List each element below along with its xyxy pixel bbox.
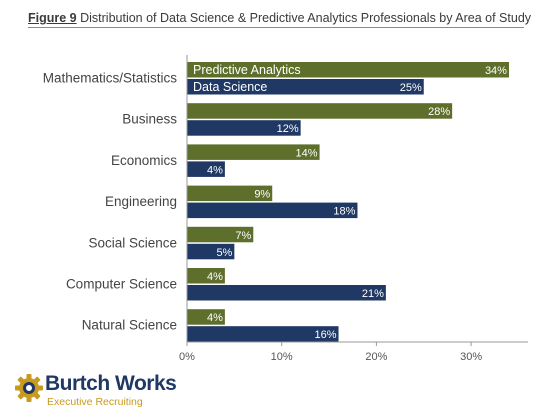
x-tick-label: 10% [271,351,293,363]
bar-value-label: 14% [296,147,318,159]
logo-tagline: Executive Recruiting [47,396,143,408]
bar-data-science [187,326,339,342]
category-label: Computer Science [66,277,177,292]
bar-data-science [187,202,358,219]
bar-value-label: 34% [485,65,507,77]
x-tick-label: 30% [460,351,482,363]
bar-value-label: 16% [314,329,336,341]
bar-predictive-analytics [187,268,225,284]
chart-title: Figure 9 Distribution of Data Science & … [28,11,531,25]
bar-value-label: 4% [207,164,223,176]
bar-predictive-analytics [187,309,225,325]
bar-predictive-analytics [187,185,273,202]
bars-group [187,62,509,342]
bar-data-science [187,120,301,136]
category-label: Natural Science [82,318,177,333]
bar-predictive-analytics [187,144,320,160]
bar-data-science [187,79,424,95]
bar-value-label: 25% [400,82,422,94]
bar-predictive-analytics [187,103,453,119]
legend-entry: Data Science [193,80,267,94]
bar-value-label: 28% [428,106,450,118]
bar-data-science [187,243,235,260]
bar-value-label: 4% [207,312,223,324]
figure-number: Figure 9 [28,11,77,25]
logo-name: Burtch Works [45,372,177,395]
bar-predictive-analytics [187,62,509,78]
category-label: Engineering [105,194,177,209]
labels-group: Mathematics/Statistics 34% Predictive Anal… [43,63,507,341]
bar-value-label: 7% [235,230,251,242]
bar-value-label: 21% [362,288,384,300]
bar-value-label: 12% [277,123,299,135]
category-label: Mathematics/Statistics [43,71,178,86]
bar-data-science [187,161,225,177]
title-divider [28,27,524,28]
x-tick-label: 20% [365,351,387,363]
category-label: Social Science [88,235,177,250]
bar-value-label: 9% [254,189,270,201]
chart-title-text: Distribution of Data Science & Predictiv… [80,11,532,25]
category-label: Economics [111,153,177,168]
x-axis: 0% 10% 20% 30% [179,55,528,363]
bar-predictive-analytics [187,226,254,243]
gear-icon [15,374,43,402]
bar-value-label: 4% [207,271,223,283]
legend-entry: Predictive Analytics [193,63,301,77]
bar-value-label: 5% [216,247,232,259]
company-logo: Burtch Works Executive Recruiting [14,370,184,414]
bar-data-science [187,285,386,301]
category-label: Business [122,112,177,127]
x-tick-label: 0% [179,351,195,363]
bar-value-label: 18% [333,206,355,218]
